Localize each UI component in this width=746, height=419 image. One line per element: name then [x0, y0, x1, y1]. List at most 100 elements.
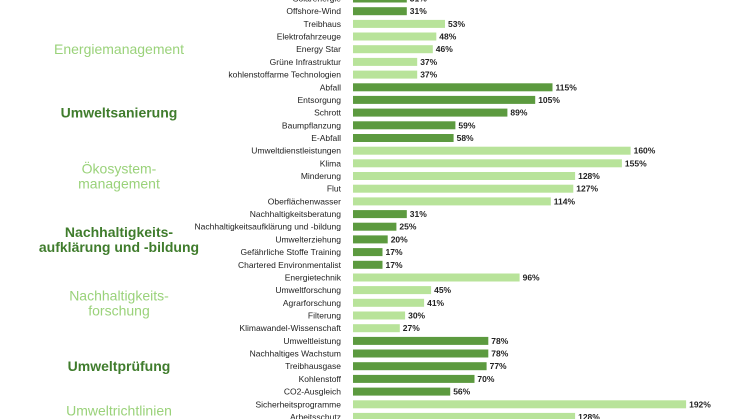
- data-label: 56%: [453, 387, 470, 397]
- data-label: 53%: [448, 19, 465, 29]
- bar: [353, 260, 383, 269]
- data-label: 27%: [403, 323, 420, 333]
- bar: [353, 222, 397, 231]
- category-label: Grüne Infrastruktur: [270, 57, 342, 67]
- bar: [353, 374, 475, 383]
- bar: [353, 0, 407, 3]
- category-label: Entsorgung: [298, 95, 342, 105]
- category-label: Energietechnik: [285, 273, 342, 283]
- bar: [353, 324, 400, 333]
- category-label: Umweltforschung: [275, 285, 341, 295]
- category-label: Arbeitsschutz: [290, 412, 341, 419]
- bar: [353, 298, 425, 307]
- bar: [353, 400, 687, 409]
- group-label: Nachhaltigkeits-forschung: [69, 287, 169, 318]
- bar: [353, 83, 553, 92]
- bar: [353, 362, 487, 371]
- data-label: 78%: [491, 349, 508, 359]
- data-label: 155%: [625, 158, 647, 168]
- data-label: 45%: [434, 285, 451, 295]
- data-label: 41%: [427, 298, 444, 308]
- data-label: 20%: [391, 234, 408, 244]
- data-label: 58%: [457, 133, 474, 143]
- bar: [353, 19, 445, 28]
- data-label: 89%: [510, 108, 527, 118]
- data-label: 30%: [408, 311, 425, 321]
- bar: [353, 57, 418, 66]
- category-label: Schrott: [314, 108, 342, 118]
- category-label: Sicherheitsprogramme: [255, 399, 341, 409]
- category-label: Nachhaltigkeitsaufklärung und -bildung: [195, 222, 342, 232]
- category-label: Offshore-Wind: [286, 6, 341, 16]
- data-label: 114%: [554, 196, 576, 206]
- bar: [353, 235, 388, 244]
- group-label: Umweltsanierung: [61, 105, 178, 121]
- bar: [353, 184, 574, 193]
- bar: [353, 108, 508, 117]
- bar: [353, 121, 456, 130]
- bar: [353, 95, 536, 104]
- category-label: Elektrofahrzeuge: [277, 32, 342, 42]
- category-label: Nachhaltiges Wachstum: [250, 349, 341, 359]
- group-label: Nachhaltigkeits-aufklärung und -bildung: [39, 224, 199, 255]
- bar: [353, 336, 489, 345]
- data-label: 70%: [477, 374, 494, 384]
- bar: [353, 7, 407, 16]
- group-label: Umweltrichtlinien: [66, 403, 172, 419]
- bar: [353, 349, 489, 358]
- category-label: Energy Star: [296, 44, 341, 54]
- data-label: 127%: [576, 184, 598, 194]
- data-label: 78%: [491, 336, 508, 346]
- category-label: Minderung: [301, 171, 341, 181]
- category-label: E-Abfall: [311, 133, 341, 143]
- category-label: Nachhaltigkeitsberatung: [250, 209, 341, 219]
- data-label: 192%: [689, 399, 711, 409]
- bar: [353, 32, 437, 41]
- category-label: Kohlenstoff: [299, 374, 342, 384]
- category-label: Umwelterziehung: [275, 234, 341, 244]
- data-label: 17%: [386, 247, 403, 257]
- category-label: Treibhaus: [304, 19, 341, 29]
- category-label: CO2-Ausgleich: [284, 387, 341, 397]
- category-label: Baumpflanzung: [282, 120, 341, 130]
- category-label: Solarenergie: [293, 0, 341, 4]
- category-label: kohlenstoffarme Technologien: [228, 70, 341, 80]
- data-label: 128%: [578, 412, 600, 419]
- data-label: 17%: [386, 260, 403, 270]
- category-label: Klima: [320, 158, 342, 168]
- data-label: 115%: [556, 82, 578, 92]
- data-label: 128%: [578, 171, 600, 181]
- bar: [353, 273, 520, 282]
- category-label: Flut: [327, 184, 342, 194]
- data-label: 77%: [490, 361, 507, 371]
- bar: [353, 412, 576, 419]
- bar: [353, 172, 576, 180]
- category-label: Umweltdienstleistungen: [251, 146, 341, 156]
- data-label: 96%: [523, 273, 540, 283]
- bar: [353, 159, 622, 168]
- bar: [353, 286, 432, 295]
- data-label: 37%: [420, 70, 437, 80]
- category-label: Oberflächenwasser: [268, 196, 341, 206]
- bar: [353, 146, 631, 155]
- data-label: 37%: [420, 57, 437, 67]
- data-label: 59%: [458, 120, 475, 130]
- data-label: 31%: [410, 6, 427, 16]
- bar: [353, 210, 407, 219]
- bar: [353, 387, 451, 396]
- bar: [353, 70, 418, 79]
- data-label: 160%: [634, 146, 656, 156]
- bar: [353, 134, 454, 142]
- group-label: Umweltprüfung: [68, 358, 171, 374]
- data-label: 25%: [399, 222, 416, 232]
- data-label: 46%: [436, 44, 453, 54]
- category-label: Chartered Environmentalist: [238, 260, 342, 270]
- data-label: 31%: [410, 209, 427, 219]
- category-label: Agrarforschung: [283, 298, 341, 308]
- group-label: Ökosystem-management: [78, 160, 160, 192]
- category-label: Klimawandel-Wissenschaft: [239, 323, 341, 333]
- category-label: Treibhausgase: [285, 361, 341, 371]
- bar: [353, 311, 406, 320]
- category-label: Gefährliche Stoffe Training: [241, 247, 342, 257]
